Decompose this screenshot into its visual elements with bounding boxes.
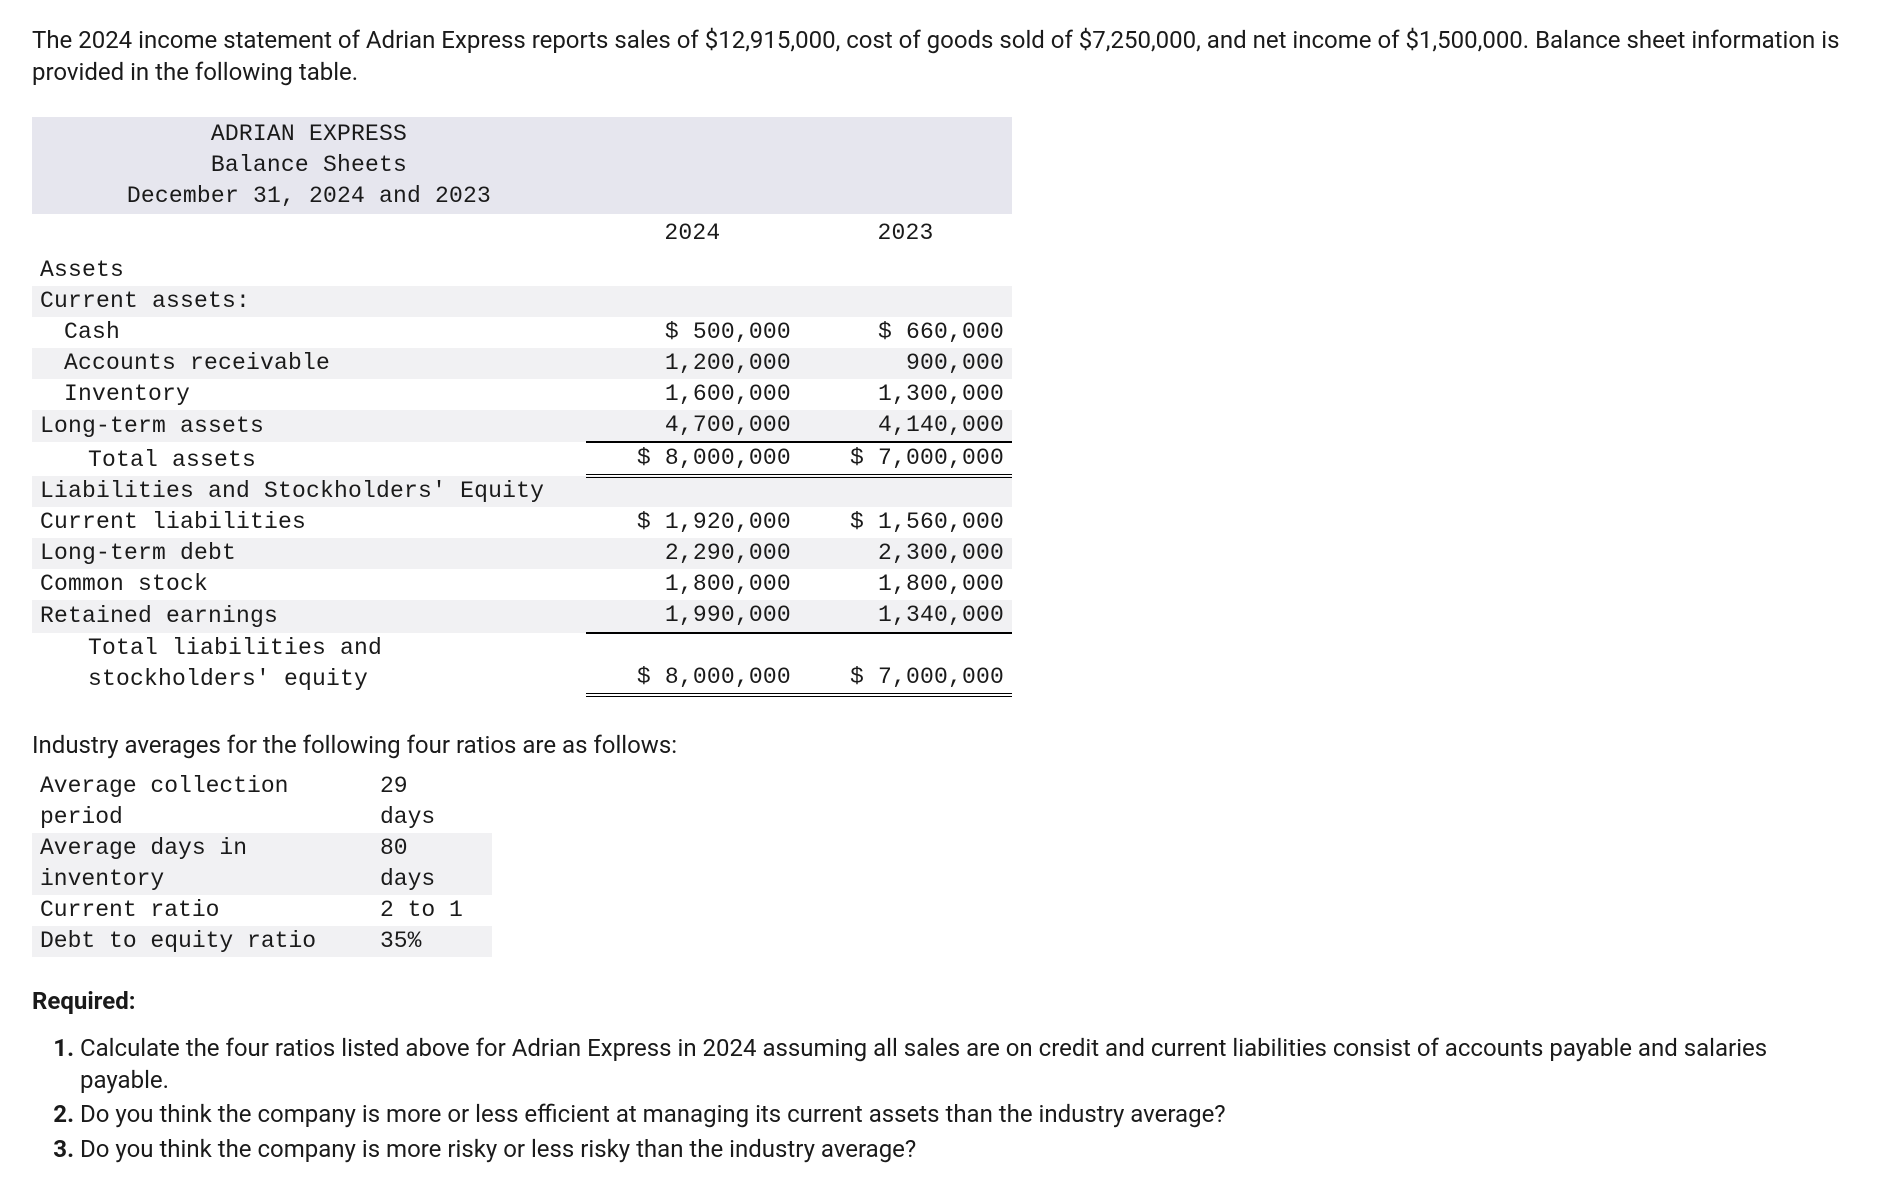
- industry-row: Current ratio2 to 1: [32, 895, 492, 926]
- row-value-2024: 1,800,000: [586, 569, 799, 600]
- industry-row: Average collection period29 days: [32, 771, 492, 833]
- row-label: Current assets:: [32, 286, 586, 317]
- row-label: Inventory: [32, 379, 586, 410]
- row-value-2024: [586, 476, 799, 507]
- industry-row: Debt to equity ratio35%: [32, 926, 492, 957]
- table-row: Common stock 1,800,000 1,800,000: [32, 569, 1012, 600]
- row-label: Total assets: [32, 442, 586, 476]
- industry-label: Current ratio: [32, 895, 372, 926]
- industry-averages-table: Average collection period29 daysAverage …: [32, 771, 492, 957]
- row-label: Accounts receivable: [32, 348, 586, 379]
- row-value-2023: $ 1,560,000: [799, 507, 1012, 538]
- row-value-2023: $ 7,000,000: [799, 442, 1012, 476]
- table-title-row: ADRIAN EXPRESS Balance Sheets December 3…: [32, 117, 1012, 214]
- row-value-2023: 1,340,000: [799, 600, 1012, 632]
- row-value-2024: $ 1,920,000: [586, 507, 799, 538]
- table-title-line: December 31, 2024 and 2023: [40, 181, 578, 212]
- row-label: Current liabilities: [32, 507, 586, 538]
- table-row: Total assets $ 8,000,000 $ 7,000,000: [32, 442, 1012, 476]
- required-item: Do you think the company is more risky o…: [80, 1133, 1853, 1165]
- col-header-2023: 2023: [799, 214, 1012, 255]
- table-year-spacer: [32, 214, 586, 255]
- industry-label: Average collection period: [32, 771, 372, 833]
- table-row: Assets: [32, 255, 1012, 286]
- balance-sheet-table-wrap: ADRIAN EXPRESS Balance Sheets December 3…: [32, 117, 1853, 697]
- required-item: Do you think the company is more or less…: [80, 1098, 1853, 1130]
- table-title-spacer: [799, 117, 1012, 214]
- row-label: Liabilities and Stockholders' Equity: [32, 476, 586, 507]
- row-value-2023: 2,300,000: [799, 538, 1012, 569]
- row-value-2024: [586, 286, 799, 317]
- row-value-2023: 1,300,000: [799, 379, 1012, 410]
- industry-row: Average days in inventory80 days: [32, 833, 492, 895]
- industry-label: Average days in inventory: [32, 833, 372, 895]
- problem-intro: The 2024 income statement of Adrian Expr…: [32, 24, 1853, 89]
- table-row: Inventory 1,600,000 1,300,000: [32, 379, 1012, 410]
- row-value-2024: 4,700,000: [586, 410, 799, 442]
- row-value-2023: 4,140,000: [799, 410, 1012, 442]
- row-label: Total liabilities and stockholders' equi…: [32, 633, 586, 695]
- table-row: Long-term debt 2,290,000 2,300,000: [32, 538, 1012, 569]
- row-label: Long-term assets: [32, 410, 586, 442]
- row-value-2023: $ 7,000,000: [799, 633, 1012, 695]
- industry-value: 35%: [372, 926, 492, 957]
- row-value-2023: [799, 476, 1012, 507]
- table-row: Accounts receivable 1,200,000 900,000: [32, 348, 1012, 379]
- table-row: Liabilities and Stockholders' Equity: [32, 476, 1012, 507]
- required-list: Calculate the four ratios listed above f…: [32, 1032, 1853, 1166]
- required-heading: Required:: [32, 985, 1853, 1017]
- row-value-2024: $ 8,000,000: [586, 633, 799, 695]
- row-label: Retained earnings: [32, 600, 586, 632]
- industry-label: Debt to equity ratio: [32, 926, 372, 957]
- table-row: Cash $ 500,000 $ 660,000: [32, 317, 1012, 348]
- row-value-2024: 1,600,000: [586, 379, 799, 410]
- row-label: Long-term debt: [32, 538, 586, 569]
- table-title-cell: ADRIAN EXPRESS Balance Sheets December 3…: [32, 117, 586, 214]
- table-row: Retained earnings 1,990,000 1,340,000: [32, 600, 1012, 632]
- table-row: Current liabilities $ 1,920,000 $ 1,560,…: [32, 507, 1012, 538]
- row-value-2024: [586, 255, 799, 286]
- balance-sheet-table: ADRIAN EXPRESS Balance Sheets December 3…: [32, 117, 1012, 697]
- industry-value: 80 days: [372, 833, 492, 895]
- required-item: Calculate the four ratios listed above f…: [80, 1032, 1853, 1097]
- row-label: Assets: [32, 255, 586, 286]
- row-value-2024: $ 8,000,000: [586, 442, 799, 476]
- row-value-2023: 900,000: [799, 348, 1012, 379]
- row-value-2024: 1,200,000: [586, 348, 799, 379]
- row-label: Cash: [32, 317, 586, 348]
- row-value-2024: 2,290,000: [586, 538, 799, 569]
- table-title-spacer: [586, 117, 799, 214]
- row-value-2024: 1,990,000: [586, 600, 799, 632]
- table-row: Total liabilities and stockholders' equi…: [32, 633, 1012, 695]
- table-title-line: Balance Sheets: [40, 150, 578, 181]
- industry-intro: Industry averages for the following four…: [32, 729, 1853, 761]
- row-value-2023: 1,800,000: [799, 569, 1012, 600]
- table-row: Long-term assets 4,700,000 4,140,000: [32, 410, 1012, 442]
- row-value-2023: [799, 255, 1012, 286]
- row-value-2023: [799, 286, 1012, 317]
- table-year-row: 2024 2023: [32, 214, 1012, 255]
- table-row: Current assets:: [32, 286, 1012, 317]
- industry-value: 2 to 1: [372, 895, 492, 926]
- table-title-line: ADRIAN EXPRESS: [40, 119, 578, 150]
- row-value-2024: $ 500,000: [586, 317, 799, 348]
- industry-value: 29 days: [372, 771, 492, 833]
- col-header-2024: 2024: [586, 214, 799, 255]
- row-label: Common stock: [32, 569, 586, 600]
- row-value-2023: $ 660,000: [799, 317, 1012, 348]
